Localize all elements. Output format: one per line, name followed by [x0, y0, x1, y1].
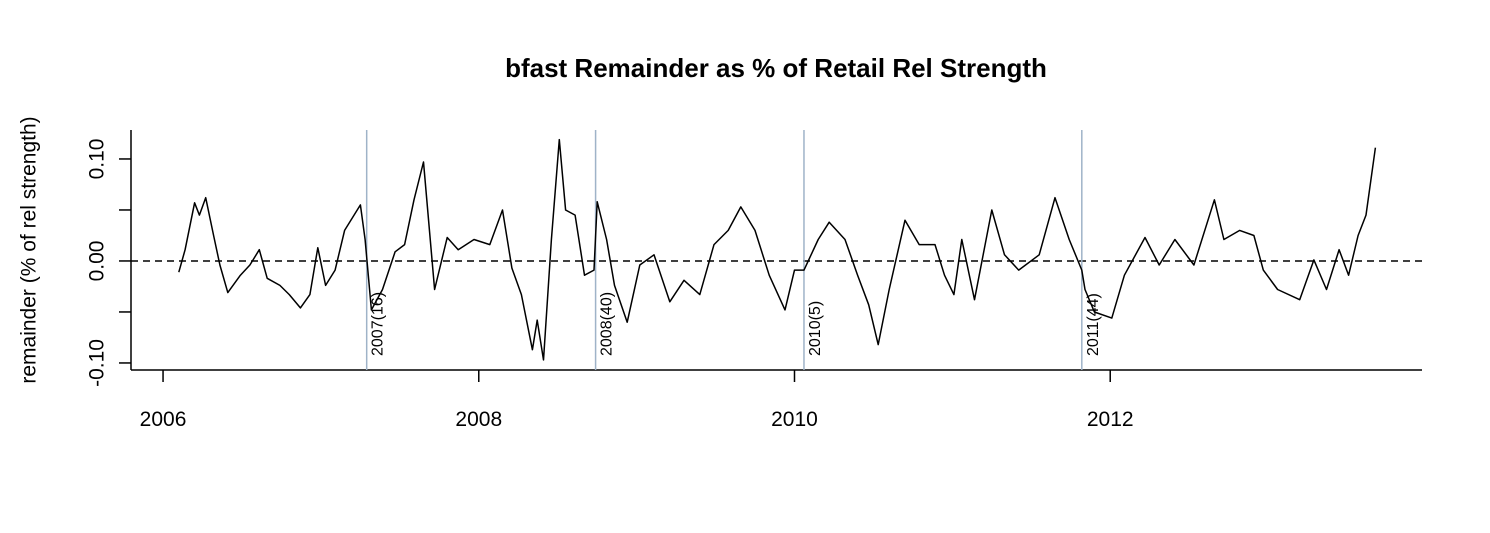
breakpoint-label: 2007(16) — [370, 292, 387, 356]
x-tick-label: 2012 — [1087, 408, 1134, 431]
y-tick-label: -0.10 — [86, 339, 109, 387]
chart-title: bfast Remainder as % of Retail Rel Stren… — [505, 53, 1047, 83]
y-axis-label: remainder (% of rel strength) — [18, 116, 41, 383]
breakpoint-label: 2008(40) — [599, 292, 616, 356]
data-line — [178, 138, 1377, 361]
breakpoint-label: 2010(5) — [807, 301, 824, 356]
x-tick-label: 2006 — [140, 408, 187, 431]
y-tick-label: 0.10 — [86, 139, 109, 180]
x-tick-label: 2008 — [455, 408, 502, 431]
y-tick-label: 0.00 — [86, 241, 109, 282]
x-tick-label: 2010 — [771, 408, 818, 431]
breakpoint-label: 2011(44) — [1085, 293, 1102, 356]
